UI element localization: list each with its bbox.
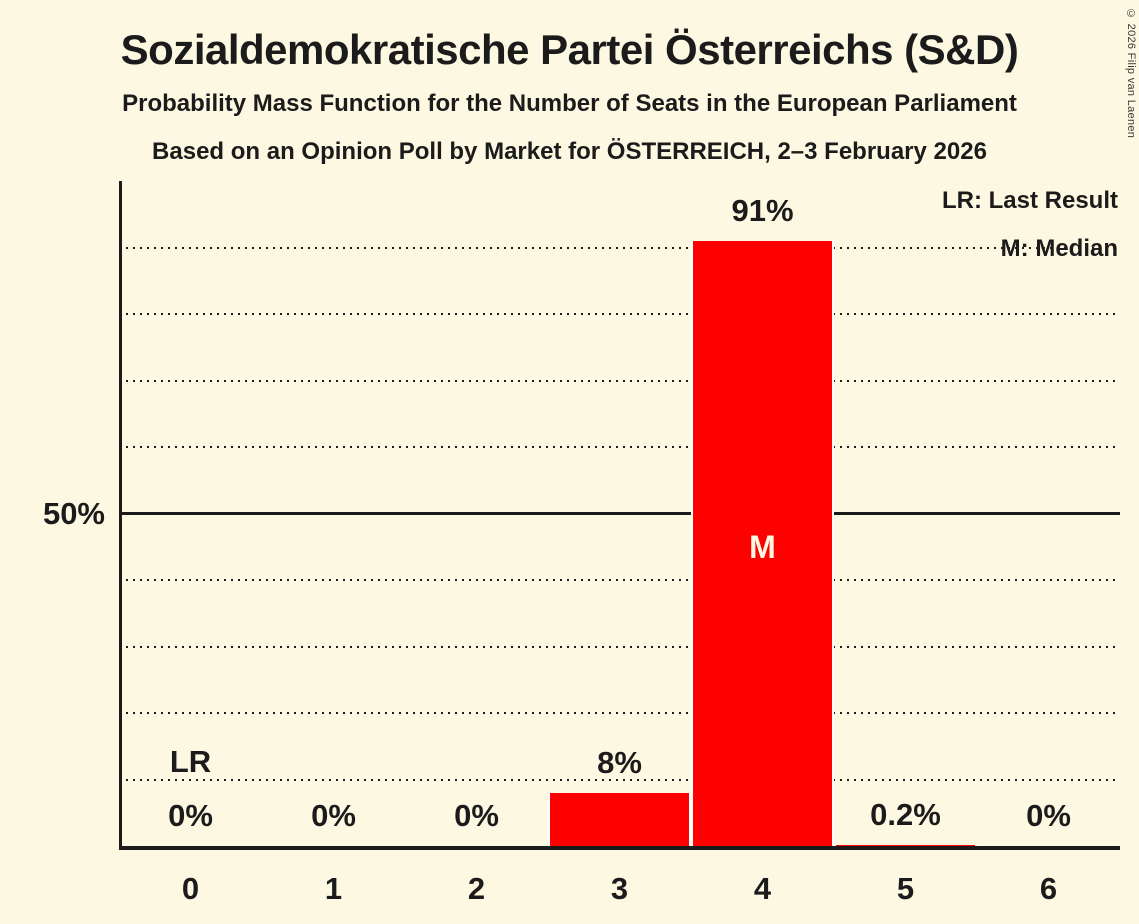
- gridline-solid-50: [119, 511, 1120, 515]
- value-label-seat-1: 0%: [311, 798, 356, 833]
- gridline-dotted-10: [119, 778, 1120, 781]
- y-axis-50-label: 50%: [42, 496, 105, 531]
- plot-area: 0% 0% 0% 8% 91% 0.2% 0% LR M: [119, 181, 1120, 850]
- median-marker: M: [749, 529, 776, 565]
- bar-seat-5: [834, 844, 977, 846]
- x-axis-label-seat-6: 6: [1039, 871, 1058, 906]
- gridline-dotted-20: [119, 712, 1120, 714]
- value-label-seat-5: 0.2%: [870, 796, 941, 832]
- value-label-seat-0: 0%: [168, 798, 213, 833]
- x-axis-label-seat-4: 4: [753, 871, 772, 906]
- x-axis-label-seat-3: 3: [610, 871, 629, 906]
- bar-seat-3: [548, 792, 691, 846]
- copyright-note: © 2026 Filip van Laenen: [1125, 8, 1137, 139]
- y-axis-line: [119, 181, 122, 848]
- x-axis-label-seat-0: 0: [181, 871, 200, 906]
- gridline-dotted-90: [119, 246, 1120, 249]
- value-label-seat-4: 91%: [731, 192, 794, 228]
- gridline-dotted-30: [119, 645, 1120, 648]
- x-axis-label-seat-1: 1: [324, 871, 343, 906]
- gridline-dotted-80: [119, 313, 1120, 315]
- last-result-marker: LR: [169, 744, 212, 779]
- legend-median: M: Median: [1000, 235, 1118, 262]
- x-axis-line: [119, 846, 1120, 850]
- gridline-dotted-70: [119, 379, 1120, 382]
- x-axis-label-seat-5: 5: [896, 871, 915, 906]
- chart-title: Sozialdemokratische Partei Österreichs (…: [120, 26, 1019, 73]
- x-axis-label-seat-2: 2: [467, 871, 486, 906]
- value-label-seat-6: 0%: [1026, 798, 1071, 833]
- gridline-dotted-60: [119, 446, 1120, 448]
- chart-subtitle-source: Based on an Opinion Poll by Market for Ö…: [152, 138, 987, 165]
- gridline-dotted-40: [119, 579, 1120, 581]
- value-label-seat-3: 8%: [597, 744, 642, 780]
- value-label-seat-2: 0%: [454, 798, 499, 833]
- bar-seat-4: [691, 240, 834, 846]
- legend-last-result: LR: Last Result: [941, 187, 1118, 214]
- chart-subtitle-description: Probability Mass Function for the Number…: [122, 90, 1017, 117]
